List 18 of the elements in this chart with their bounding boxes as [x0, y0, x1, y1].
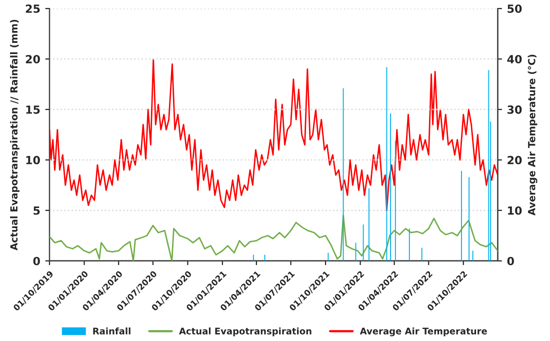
legend-label: Actual Evapotranspiration — [179, 327, 312, 336]
y2-tick-label: 50 — [508, 4, 522, 13]
y2-axis-title: Average Air Temperature (°C) — [528, 54, 538, 216]
line-series — [50, 58, 498, 212]
y2-tick-label: 0 — [507, 256, 514, 266]
legend-label: Average Air Temperature — [360, 327, 487, 336]
y-tick-label: 5 — [34, 206, 40, 215]
y-axis-title: Actual Evapotranspiration // Rainfall (mm) — [10, 20, 20, 250]
legend-label: Rainfall — [93, 327, 130, 334]
y2-tick-label: 40 — [507, 54, 522, 64]
y-tick-label: 0 — [33, 256, 40, 266]
y2-tick-label: 20 — [508, 156, 522, 164]
y-tick-label: 10 — [26, 156, 40, 164]
y2-tick-label: 10 — [508, 206, 522, 215]
y2-tick-label: 30 — [508, 105, 522, 114]
y-tick-label: 15 — [26, 106, 40, 114]
y-tick-label: 20 — [26, 54, 40, 64]
y-tick-label: 25 — [26, 4, 40, 13]
